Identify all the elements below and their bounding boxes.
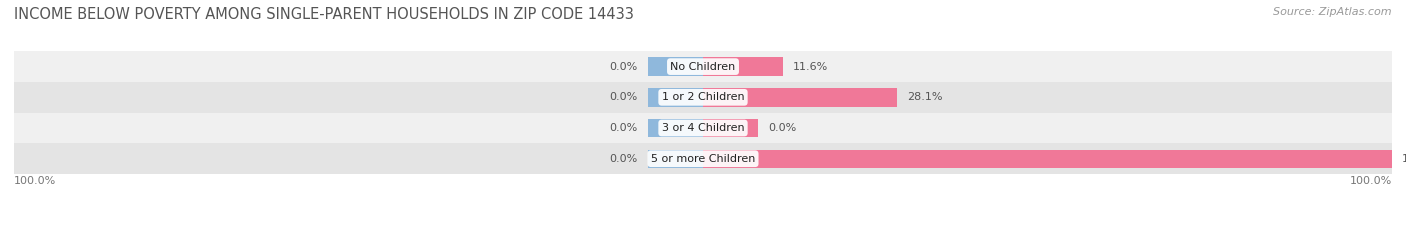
Text: 0.0%: 0.0% [609,123,637,133]
Text: No Children: No Children [671,62,735,72]
Text: 100.0%: 100.0% [14,176,56,186]
Text: 28.1%: 28.1% [907,92,942,102]
Text: 100.0%: 100.0% [1350,176,1392,186]
Text: INCOME BELOW POVERTY AMONG SINGLE-PARENT HOUSEHOLDS IN ZIP CODE 14433: INCOME BELOW POVERTY AMONG SINGLE-PARENT… [14,7,634,22]
Bar [648,150,703,168]
Text: 0.0%: 0.0% [609,62,637,72]
Bar [648,88,703,106]
Bar [703,150,1392,168]
Text: 1 or 2 Children: 1 or 2 Children [662,92,744,102]
Bar [14,113,1392,143]
Text: 5 or more Children: 5 or more Children [651,154,755,164]
Bar [703,57,783,76]
Text: 100.0%: 100.0% [1402,154,1406,164]
Text: 0.0%: 0.0% [609,92,637,102]
Text: 0.0%: 0.0% [769,123,797,133]
Text: Source: ZipAtlas.com: Source: ZipAtlas.com [1274,7,1392,17]
Bar [648,57,703,76]
Bar [703,119,758,137]
Text: 11.6%: 11.6% [793,62,828,72]
Bar [14,82,1392,113]
Bar [703,88,897,106]
Bar [648,119,703,137]
Bar [14,143,1392,174]
Text: 0.0%: 0.0% [609,154,637,164]
Text: 3 or 4 Children: 3 or 4 Children [662,123,744,133]
Bar [14,51,1392,82]
